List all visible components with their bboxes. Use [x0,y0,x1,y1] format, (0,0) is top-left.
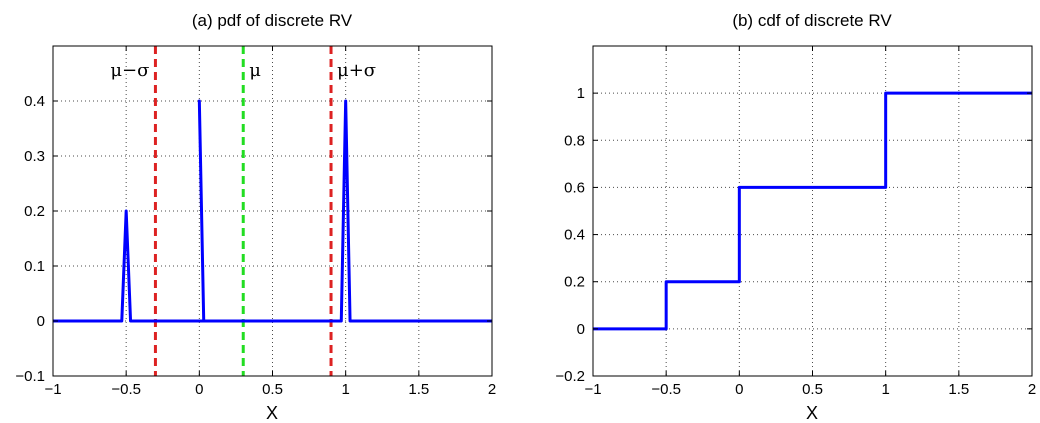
pdf-x-tick-label: 0 [195,381,203,398]
pdf-vline-label-1: μ [249,60,261,81]
pdf-x-axis-label: X [266,403,278,423]
cdf-series-line-0 [593,91,1032,331]
pdf-chart-title: (a) pdf of discrete RV [192,11,353,30]
cdf-y-tick-label: 0.8 [564,132,585,149]
pdf-y-tick-label: 0.3 [24,148,45,165]
pdf-x-tick-label: 1 [341,381,349,398]
cdf-chart: (b) cdf of discrete RV X −1 −0.5 0 0.5 1 1.5 2… [555,11,1036,423]
pdf-y-tick-label: 0.4 [24,93,45,110]
cdf-x-tick-label: 1.5 [948,381,969,398]
pdf-y-tick-label: −0.1 [15,368,45,385]
pdf-series-line-0 [53,99,492,323]
pdf-y-tick-label: 0 [37,313,45,330]
cdf-x-tick-label: 0.5 [802,381,823,398]
pdf-chart: (a) pdf of discrete RV X μ−σ μ μ+σ −1 −0.5 0 0… [15,11,496,423]
pdf-vline-label-0: μ−σ [110,60,149,81]
cdf-y-tick-label: 0.6 [564,179,585,196]
cdf-y-tick-label: 0.2 [564,274,585,291]
cdf-chart-title: (b) cdf of discrete RV [732,11,892,30]
cdf-x-tick-label: 1 [881,381,889,398]
cdf-y-tick-label: 0.4 [564,227,585,244]
cdf-x-tick-label: 0 [735,381,743,398]
pdf-y-tick-label: 0.2 [24,203,45,220]
cdf-x-tick-label: −0.5 [651,381,681,398]
cdf-y-tick-label: 1 [577,85,585,102]
cdf-x-axis-label: X [806,403,818,423]
cdf-y-tick-label: 0 [577,321,585,338]
cdf-x-tick-label: 2 [1028,381,1036,398]
pdf-vline-label-2: μ+σ [337,60,376,81]
pdf-x-tick-label: 1.5 [408,381,429,398]
pdf-x-tick-label: 0.5 [262,381,283,398]
cdf-y-tick-label: −0.2 [555,368,585,385]
pdf-x-tick-label: 2 [488,381,496,398]
cdf-x-tick-label: −1 [584,381,601,398]
pdf-y-tick-label: 0.1 [24,258,45,275]
pdf-x-tick-label: −1 [44,381,61,398]
pdf-x-tick-label: −0.5 [111,381,141,398]
